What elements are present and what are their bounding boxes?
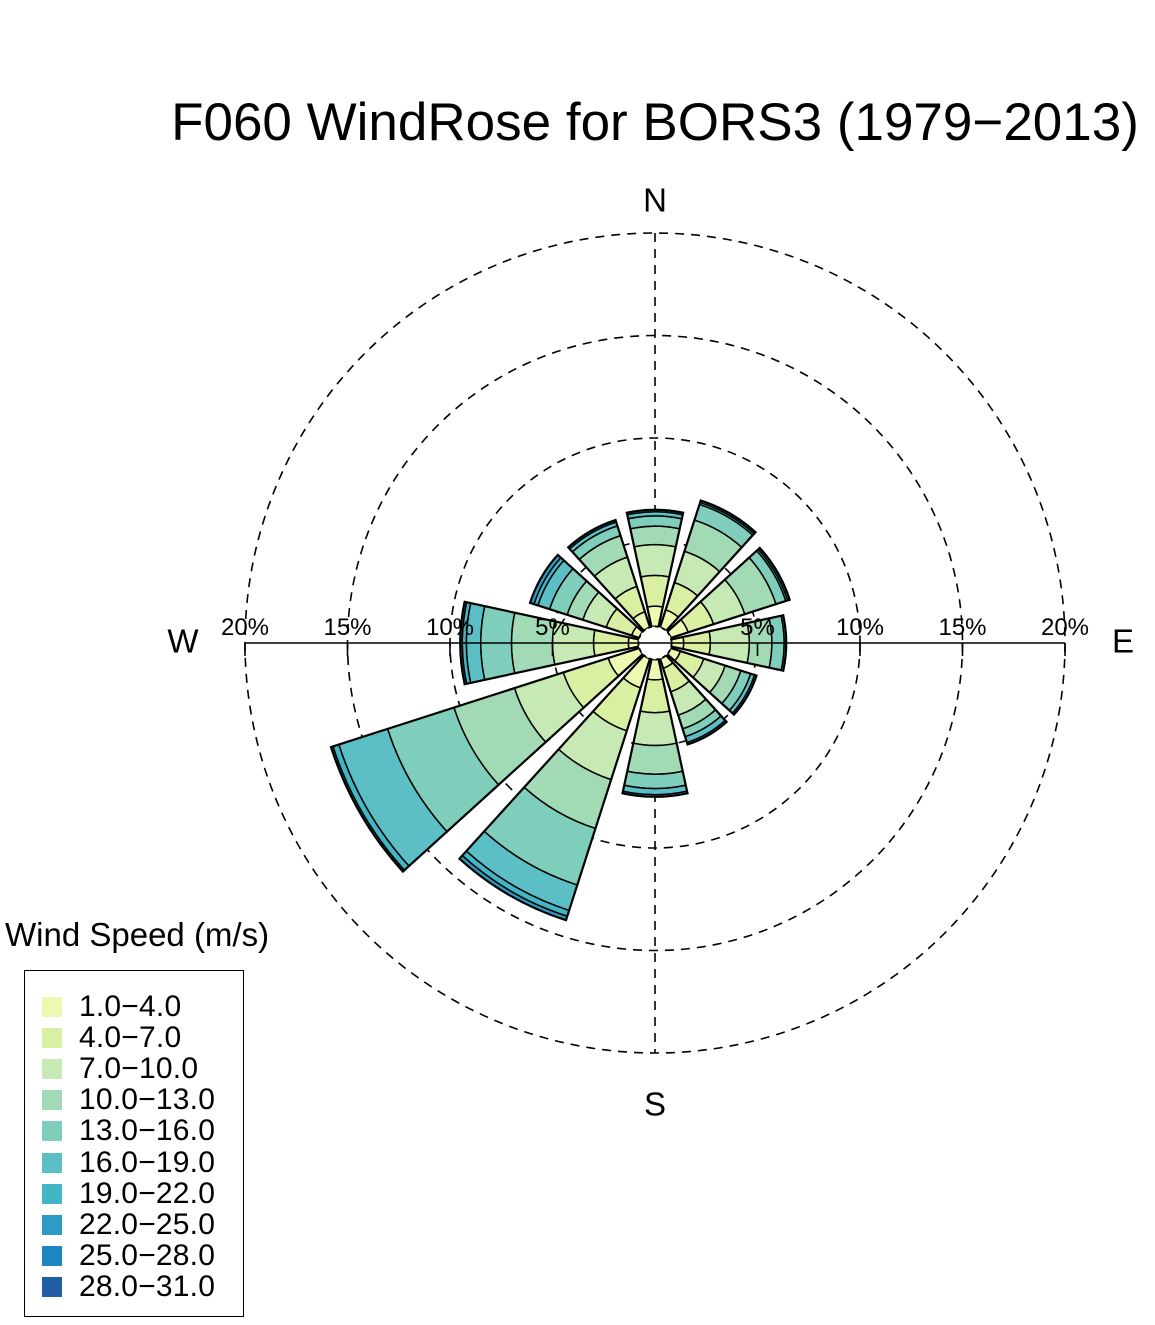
legend-label: 10.0−13.0 [79, 1083, 216, 1117]
legend-label: 16.0−19.0 [79, 1145, 216, 1179]
legend-swatch [42, 1121, 62, 1142]
tick-label-east-10: 10% [836, 614, 884, 641]
legend-label: 7.0−10.0 [79, 1051, 199, 1085]
tick-label-east-5: 5% [740, 614, 775, 641]
legend-item: 13.0−16.0 [42, 1114, 216, 1148]
legend-label: 28.0−31.0 [79, 1270, 216, 1304]
tick-label-west-20: 20% [221, 614, 269, 641]
legend-swatch [42, 1246, 62, 1267]
legend-item: 16.0−19.0 [42, 1145, 216, 1179]
sector-180-bin-5 [623, 770, 687, 790]
legend-swatch [42, 1183, 62, 1204]
legend-label: 13.0−16.0 [79, 1114, 216, 1148]
legend-label: 4.0−7.0 [79, 1020, 182, 1054]
sector-60 [665, 546, 792, 640]
legend-item: 25.0−28.0 [42, 1239, 216, 1273]
legend-label: 19.0−22.0 [79, 1176, 216, 1210]
sector-0-bin-2 [639, 574, 671, 608]
compass-north: N [643, 182, 667, 219]
tick-label-east-15: 15% [938, 614, 986, 641]
compass-west: W [167, 623, 199, 660]
legend-swatch [42, 1277, 62, 1298]
legend-label: 1.0−4.0 [79, 989, 182, 1023]
wind-sectors [329, 499, 792, 922]
sector-240 [329, 646, 645, 874]
polar-axes [244, 625, 1066, 661]
legend-item: 4.0−7.0 [42, 1020, 182, 1054]
chart-title: F060 WindRose for BORS3 (1979−2013) [171, 93, 1139, 152]
sector-210 [457, 653, 652, 922]
sector-150 [658, 653, 729, 746]
tick-label-east-20: 20% [1041, 614, 1089, 641]
sector-180 [621, 657, 689, 798]
legend-label: 25.0−28.0 [79, 1239, 216, 1273]
legend-swatch [42, 1027, 62, 1048]
tick-label-west-5: 5% [535, 614, 570, 641]
legend-item: 19.0−22.0 [42, 1176, 216, 1210]
legend-item: 28.0−31.0 [42, 1270, 216, 1304]
legend-item: 10.0−13.0 [42, 1083, 216, 1117]
legend-item: 7.0−10.0 [42, 1051, 199, 1085]
sector-30 [658, 499, 758, 633]
legend-swatch [42, 1214, 62, 1235]
legend-item: 22.0−25.0 [42, 1207, 216, 1241]
legend-label: 22.0−25.0 [79, 1207, 216, 1241]
legend-swatch [42, 1152, 62, 1173]
compass-east: E [1112, 623, 1134, 660]
legend-swatch [42, 1058, 62, 1079]
sector-120 [665, 646, 758, 717]
sector-0-bin-4 [629, 525, 681, 548]
tick-label-west-10: 10% [426, 614, 474, 641]
legend-swatch [42, 996, 62, 1017]
legend-swatch [42, 1090, 62, 1111]
axis-labels: 5% 5% 10% 10% 15% 15% 20% 20% N S E W [167, 182, 1134, 1123]
tick-label-west-15: 15% [323, 614, 371, 641]
legend-title: Wind Speed (m/s) [5, 916, 270, 953]
legend-item: 1.0−4.0 [42, 989, 182, 1023]
sector-330 [566, 518, 652, 633]
compass-south: S [644, 1086, 666, 1123]
sector-180-bin-4 [626, 742, 684, 775]
